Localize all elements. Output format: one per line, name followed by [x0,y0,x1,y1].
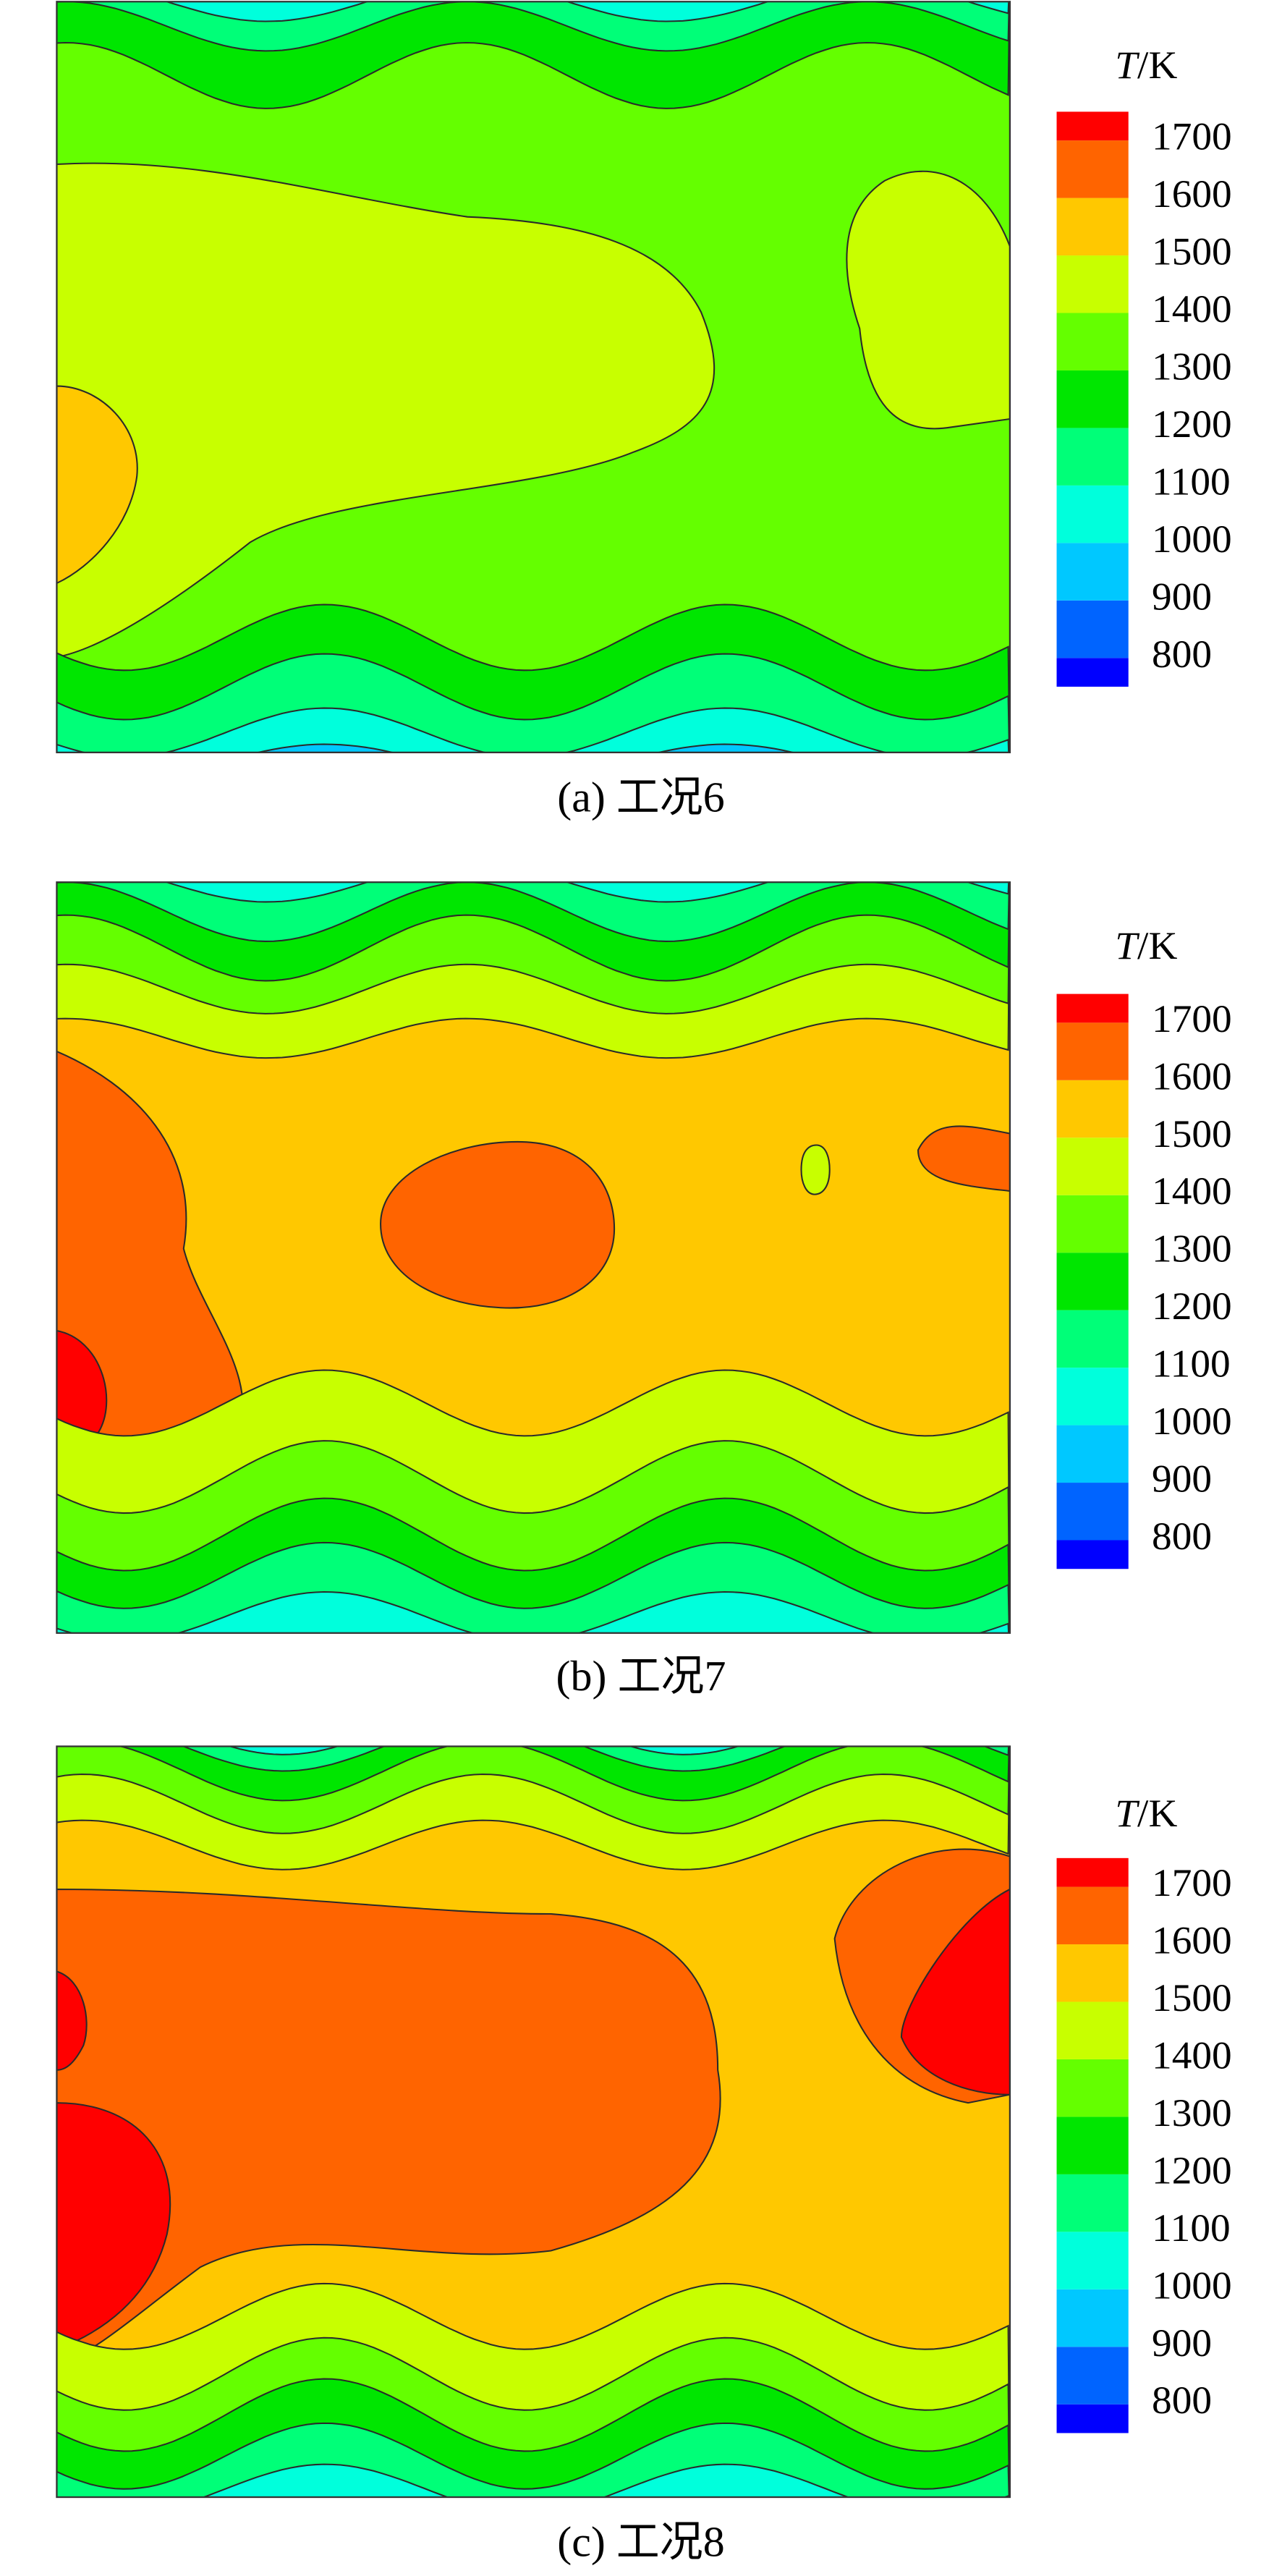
contour-band [56,1970,88,2071]
contour-band [56,2102,171,2350]
colorbar-cell [1056,1425,1129,1483]
contour-band [917,1125,1010,1192]
colorbar-cell [1056,1886,1129,1945]
colorbar-cell [1056,428,1129,486]
colorbar-cell [1056,543,1129,601]
plot-area [56,1,1010,753]
colorbar-cell [1056,313,1129,370]
contour-band [56,1591,1010,1633]
colorbar-tick-label: 1600 [1152,171,1232,216]
colorbar-tick-label: 1600 [1152,1054,1232,1098]
colorbar-tick-label: 1100 [1152,1342,1231,1386]
contour-band [800,1144,831,1195]
colorbar-tick-label: 1500 [1152,1975,1232,2020]
colorbar-tick-label: 1000 [1152,2263,1232,2308]
colorbar-cell [1056,255,1129,313]
plot-frame [56,1,1011,753]
plot-area [56,882,1010,1633]
colorbar-cell [1056,1310,1129,1368]
colorbar-cell [1056,1022,1129,1080]
colorbar-tick-label: 1400 [1152,287,1232,331]
colorbar-tick-label: 1500 [1152,229,1232,274]
contour-band [164,1,1010,22]
colorbar-cell [1056,2174,1129,2232]
colorbar-tick-label: 1200 [1152,1284,1232,1329]
colorbar-cell [1056,2289,1129,2347]
colorbar-tick-label: 900 [1152,2321,1212,2365]
colorbar-cell [1056,600,1129,658]
contour-band [164,882,1010,903]
colorbar-cell [1056,2404,1129,2433]
colorbar-tick-label: 1700 [1152,1860,1232,1905]
colorbar-tick-label: 800 [1152,1514,1212,1558]
colorbar-cell [1056,140,1129,198]
colorbar-cell [1056,370,1129,428]
colorbar-cell [1056,1080,1129,1138]
colorbar-cell [1056,1137,1129,1195]
colorbar-cell [1056,658,1129,687]
colorbar-cell [1056,1253,1129,1310]
colorbar-cell [1056,1368,1129,1425]
plot-area [56,1746,1010,2498]
colorbar-tick-label: 1400 [1152,2033,1232,2077]
colorbar-cell [1056,1944,1129,2002]
colorbar-tick-label: 900 [1152,575,1212,619]
contour-band [56,1888,721,2367]
colorbar-cell [1056,1483,1129,1541]
plot-frame [56,881,1011,1634]
colorbar-tick-label: 900 [1152,1457,1212,1501]
contour-band [201,2463,1009,2498]
colorbar-cell [1056,2347,1129,2405]
colorbar-tick-label: 1300 [1152,1226,1232,1271]
colorbar-title: T/K [1115,1791,1177,1835]
colorbar-cell [1056,2001,1129,2059]
colorbar-title: T/K [1115,923,1177,967]
plot-frame [56,1745,1011,2499]
colorbar-tick-label: 1100 [1152,2206,1231,2250]
colorbar-tick-label: 1200 [1152,402,1232,446]
caption: (c) 工况8 [557,2518,725,2565]
colorbar-tick-label: 1000 [1152,517,1232,561]
contour-band [380,1140,616,1309]
contour-band [56,707,1010,753]
colorbar-cell [1056,1195,1129,1253]
colorbar-tick-label: 800 [1152,2378,1212,2423]
colorbar-tick-label: 1700 [1152,114,1232,158]
colorbar-cell [1056,993,1129,1023]
colorbar-tick-label: 1200 [1152,2148,1232,2192]
colorbar-tick-label: 1500 [1152,1111,1232,1156]
colorbar-cell [1056,111,1129,141]
colorbar-tick-label: 1000 [1152,1399,1232,1443]
colorbar-tick-label: 1700 [1152,996,1232,1041]
colorbar-cell [1056,198,1129,256]
colorbar-tick-label: 1300 [1152,344,1232,389]
colorbar-cell [1056,2117,1129,2174]
caption: (b) 工况7 [556,1653,726,1700]
colorbar-cell [1056,2232,1129,2289]
colorbar-tick-label: 1400 [1152,1169,1232,1213]
colorbar-tick-label: 800 [1152,632,1212,676]
colorbar-cell [1056,485,1129,543]
colorbar-cell [1056,2059,1129,2117]
contour-band [900,1888,1010,2096]
caption: (a) 工况6 [557,774,725,821]
contour-band [56,162,716,658]
colorbar-cell [1056,1857,1129,1887]
colorbar-tick-label: 1600 [1152,1918,1232,1962]
colorbar-cell [1056,1540,1129,1569]
colorbar-tick-label: 1300 [1152,2090,1232,2135]
colorbar-title: T/K [1115,43,1177,87]
colorbar-tick-label: 1100 [1152,459,1231,504]
contour-band [56,385,138,585]
contour-band [846,170,1010,430]
